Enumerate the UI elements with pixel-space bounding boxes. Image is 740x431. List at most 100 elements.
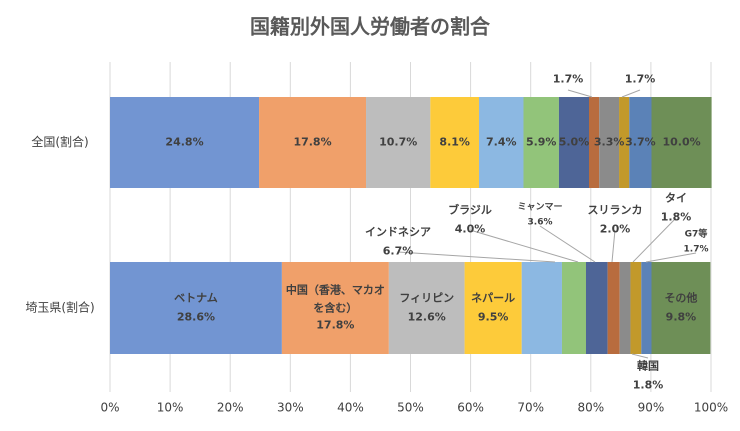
- y-tick-label: 全国(割合): [31, 134, 88, 149]
- x-tick-label: 10%: [157, 401, 184, 415]
- bar-segment: [110, 97, 260, 188]
- y-tick-label: 埼玉県(割合): [25, 300, 94, 315]
- data-label: ベトナム 28.6%: [174, 289, 218, 326]
- bar-segment: [619, 97, 630, 188]
- label-text: インドネシア: [365, 225, 431, 239]
- data-label: 10.7%: [379, 133, 417, 152]
- bar-segment: [585, 262, 608, 354]
- label-text: 17.8%: [293, 135, 332, 149]
- leader-line: [567, 89, 593, 98]
- data-label: 5.0%: [559, 133, 590, 152]
- leader-line: [469, 229, 579, 263]
- data-label: フィリピン 12.6%: [399, 289, 454, 326]
- x-tick-label: 0%: [100, 401, 119, 415]
- data-label: 8.1%: [439, 133, 470, 152]
- data-label: 3.3%: [594, 133, 625, 152]
- x-tick-label: 90%: [638, 401, 665, 415]
- bar-segment: [259, 97, 367, 188]
- leader-line: [397, 251, 556, 263]
- label-text: その他: [664, 291, 698, 305]
- leader-line: [611, 229, 616, 263]
- label-text: 4.0%: [454, 222, 486, 235]
- label-text: 3.6%: [527, 218, 553, 228]
- label-text: 1.7%: [683, 245, 709, 255]
- label-text: 24.8%: [165, 135, 204, 149]
- data-label: 10.0%: [662, 133, 700, 152]
- leader-line: [632, 217, 677, 263]
- data-label: 7.4%: [486, 133, 517, 152]
- data-label: 1.7%: [625, 71, 656, 90]
- label-text: 8.1%: [439, 135, 470, 149]
- x-tick-label: 70%: [517, 401, 544, 415]
- x-tick-label: 80%: [577, 401, 604, 415]
- data-label: インドネシア 6.7%: [365, 223, 431, 260]
- label-text: 1.8%: [632, 378, 664, 391]
- bar-segment: [523, 97, 559, 188]
- data-label: 3.7%: [625, 133, 656, 152]
- bar-segment: [388, 262, 465, 354]
- bar-segment: [464, 262, 522, 354]
- label-text: ブラジル: [448, 203, 492, 217]
- data-label: 17.8%: [293, 133, 331, 152]
- label-text: スリランカ: [587, 203, 643, 217]
- data-label: ネパール 9.5%: [471, 289, 515, 326]
- bar-segment: [651, 262, 711, 354]
- label-text: ベトナム: [174, 291, 218, 305]
- data-label: タイ 1.8%: [661, 189, 692, 226]
- bar-segment: [641, 262, 652, 354]
- bar-segment: [430, 97, 480, 188]
- label-text: 2.0%: [599, 222, 631, 235]
- bar-segment: [561, 262, 586, 354]
- label-text: 10.0%: [662, 135, 701, 149]
- data-label: 5.9%: [526, 133, 557, 152]
- label-text: 7.4%: [485, 135, 517, 149]
- label-text: ミャンマー: [517, 202, 563, 213]
- label-text: 1.7%: [624, 72, 656, 86]
- label-text: 28.6%: [176, 310, 216, 323]
- label-text: ネパール: [471, 291, 516, 305]
- data-label: 24.8%: [165, 133, 203, 152]
- label-text: 10.7%: [379, 135, 418, 149]
- bar-segment: [366, 97, 431, 188]
- label-text: 9.5%: [477, 310, 509, 323]
- label-text: 1.8%: [660, 210, 692, 223]
- data-label: スリランカ 2.0%: [588, 201, 643, 238]
- data-label: ブラジル 4.0%: [448, 201, 492, 238]
- data-label: ミャンマー 3.6%: [517, 201, 562, 232]
- bar-segment: [110, 262, 282, 354]
- label-text: 17.8%: [316, 318, 355, 332]
- label-text: 中国（香港、マカオを含む）: [285, 283, 385, 315]
- x-tick-label: 40%: [337, 401, 364, 415]
- label-text: タイ: [664, 191, 687, 205]
- label-text: 9.8%: [665, 310, 697, 323]
- label-text: 3.3%: [593, 135, 625, 149]
- bar-segment: [479, 97, 524, 188]
- x-tick-label: 20%: [217, 401, 244, 415]
- bar-segment: [281, 262, 389, 354]
- chart-title: 国籍別外国人労働者の割合: [250, 15, 491, 39]
- label-text: 5.9%: [525, 135, 557, 149]
- label-text: フィリピン: [399, 291, 455, 305]
- bar-segment: [588, 97, 600, 188]
- label-text: 5.0%: [558, 135, 590, 149]
- data-label: その他 9.8%: [664, 289, 697, 326]
- leader-line: [631, 353, 649, 359]
- data-label: 1.7%: [553, 71, 584, 90]
- leader-line: [539, 225, 596, 263]
- x-tick-label: 50%: [397, 401, 424, 415]
- x-tick-label: 100%: [694, 401, 728, 415]
- bar-segment: [599, 97, 620, 188]
- bar-segment: [629, 97, 652, 188]
- bar-segment: [521, 262, 562, 354]
- bar-segment: [558, 97, 589, 188]
- x-tick-label: 60%: [457, 401, 484, 415]
- label-text: 韓国: [636, 359, 659, 373]
- data-label: 韓国 1.8%: [633, 357, 664, 394]
- leader-line: [621, 89, 641, 98]
- bar-segment: [607, 262, 620, 354]
- bar-segment: [630, 262, 642, 354]
- data-label: G7等 1.7%: [684, 228, 709, 259]
- leader-line: [645, 252, 697, 263]
